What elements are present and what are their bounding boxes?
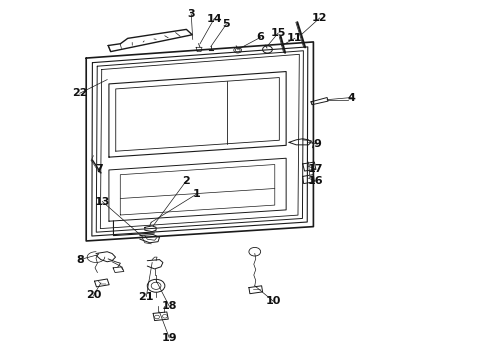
Text: 18: 18 [162, 301, 177, 311]
Text: 1: 1 [192, 189, 200, 199]
Text: 8: 8 [76, 255, 84, 265]
Text: 4: 4 [347, 93, 355, 103]
Text: 10: 10 [266, 296, 281, 306]
Text: 15: 15 [270, 28, 286, 38]
Text: 22: 22 [72, 88, 88, 98]
Text: 6: 6 [257, 32, 265, 42]
Text: 21: 21 [139, 292, 154, 302]
Text: 7: 7 [96, 163, 103, 174]
Text: 11: 11 [287, 33, 303, 43]
Text: 12: 12 [312, 13, 327, 23]
Text: 16: 16 [308, 176, 324, 186]
Text: 3: 3 [188, 9, 195, 19]
Text: 2: 2 [182, 176, 190, 186]
Text: 13: 13 [95, 197, 110, 207]
Text: 5: 5 [222, 19, 230, 29]
Text: 19: 19 [161, 333, 177, 343]
Text: 17: 17 [308, 164, 323, 174]
Text: 20: 20 [86, 291, 101, 301]
Text: 9: 9 [314, 139, 321, 149]
Text: 14: 14 [206, 14, 222, 24]
